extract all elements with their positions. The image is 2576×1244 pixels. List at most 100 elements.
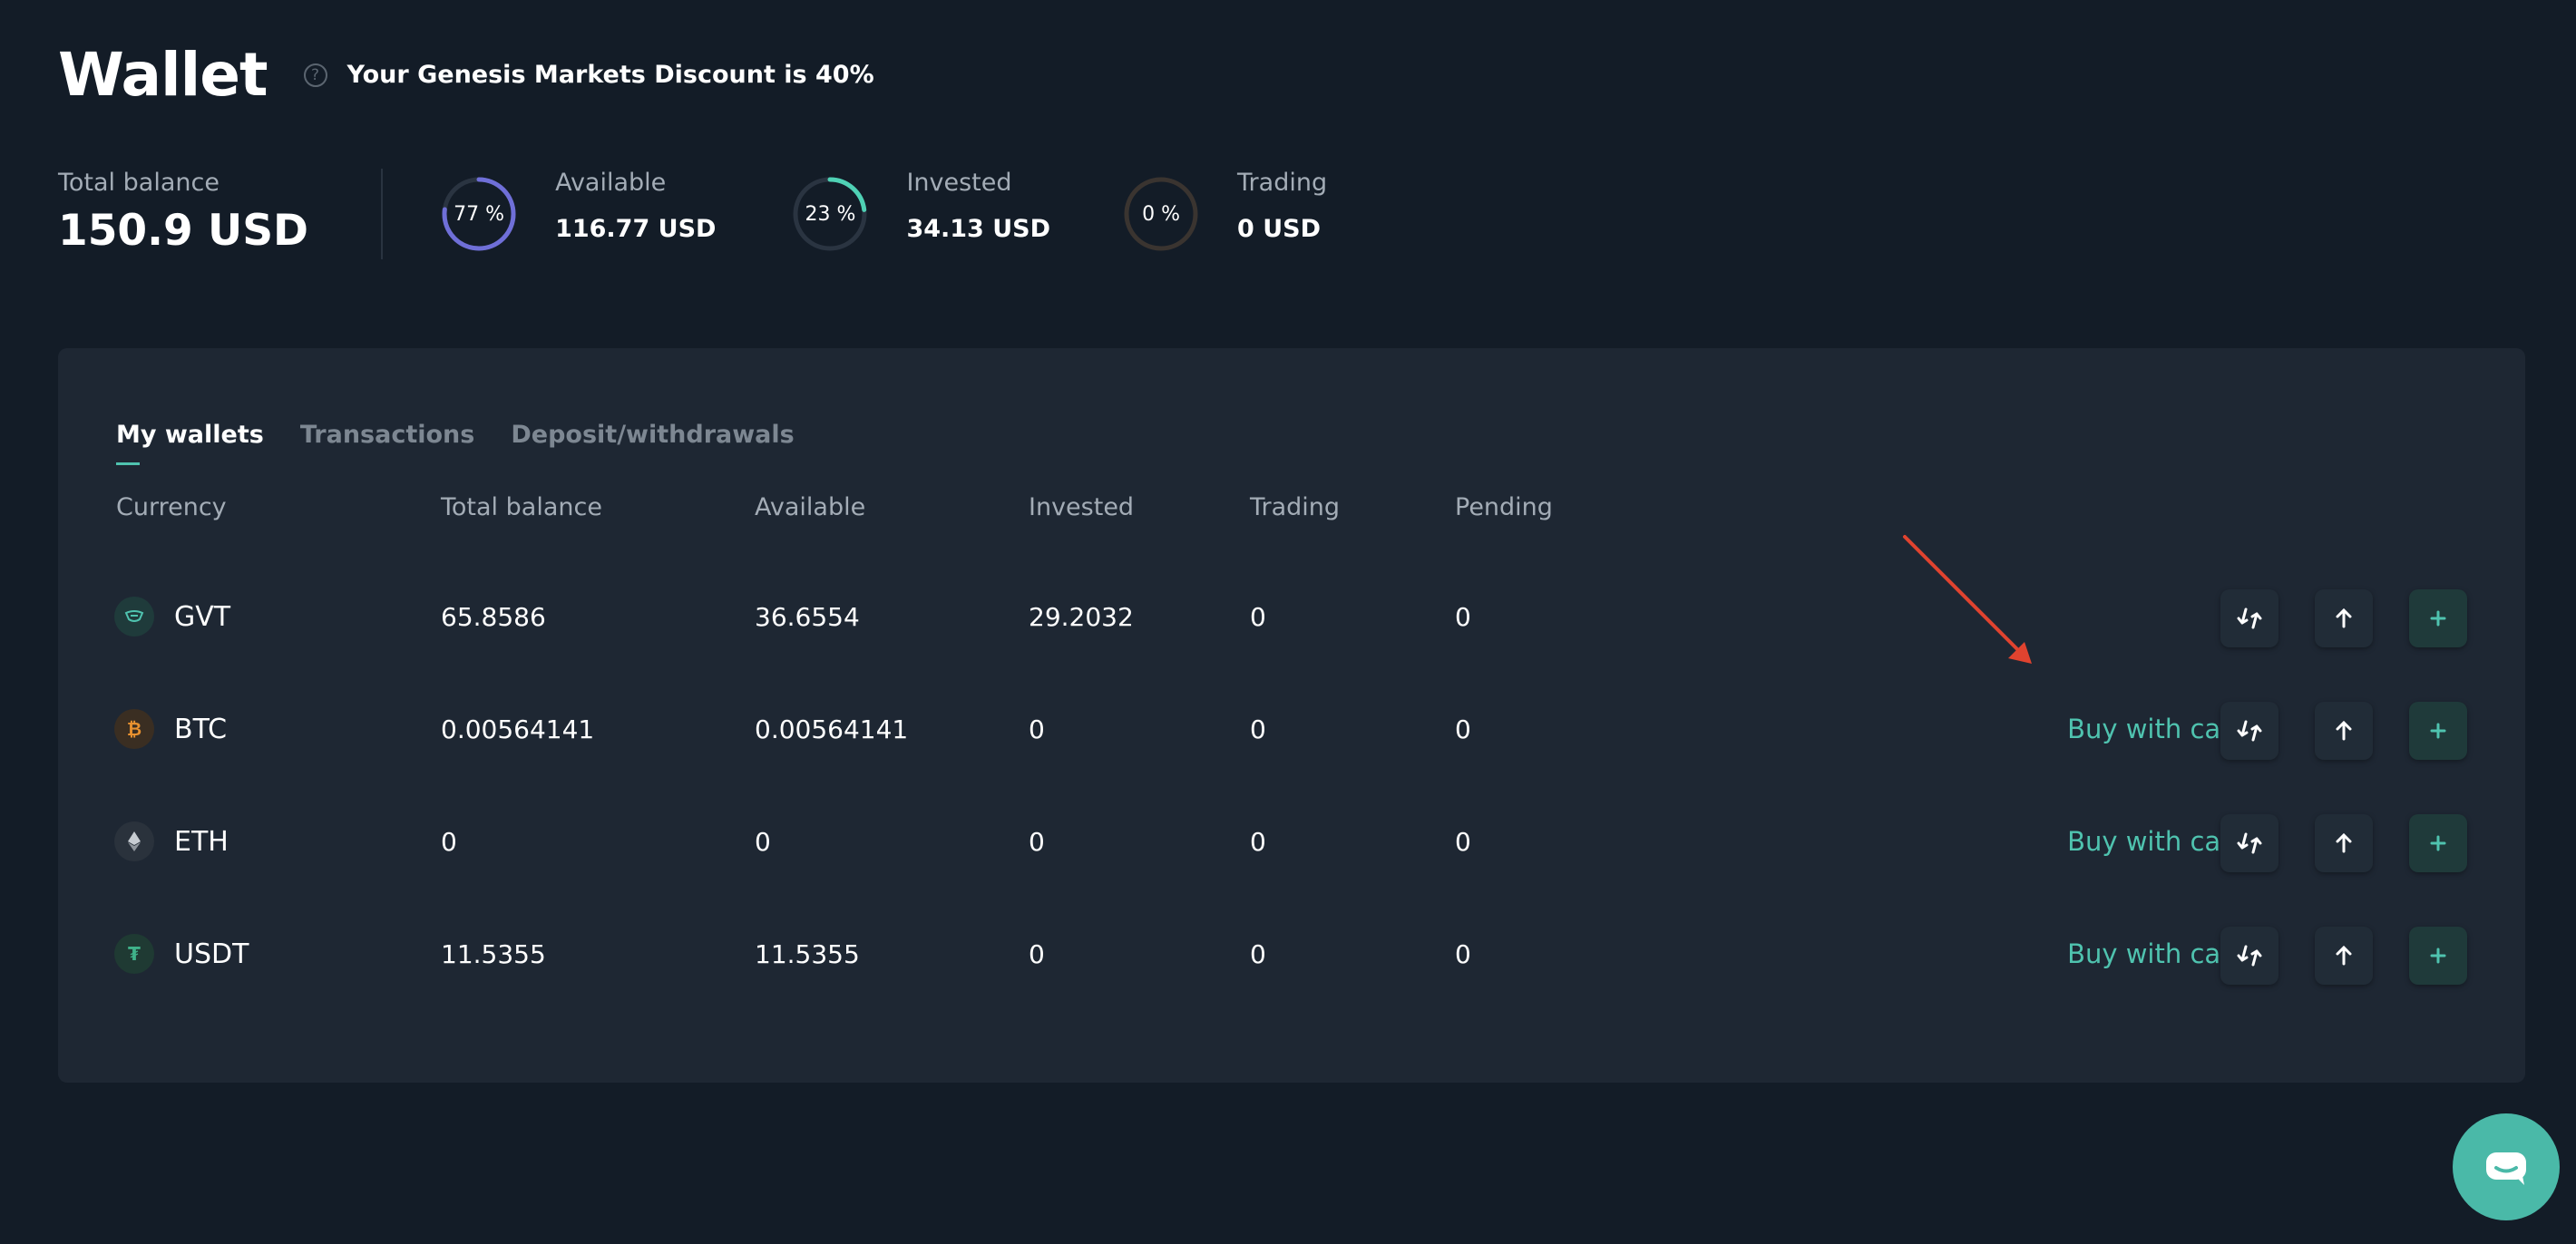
column-header-total-balance[interactable]: Total balance (441, 493, 602, 521)
withdraw-button[interactable] (2315, 589, 2373, 647)
deposit-button[interactable] (2409, 927, 2467, 985)
total-balance-cell: 0.00564141 (441, 714, 595, 744)
buy-with-card-link[interactable] (2021, 589, 2248, 644)
invested-percent: 23 % (805, 202, 856, 226)
available-cell: 0.00564141 (755, 714, 909, 744)
pending-cell: 0 (1455, 938, 1471, 969)
invested-label: Invested (906, 169, 1012, 197)
transfer-icon (2237, 832, 2262, 854)
btc-icon: ₿ (114, 709, 154, 749)
tab-transactions[interactable]: Transactions (299, 421, 475, 449)
trading-percent: 0 % (1142, 202, 1180, 226)
total-balance-cell: 0 (441, 826, 457, 857)
invested-value: 34.13 USD (906, 215, 1051, 243)
transfer-icon (2237, 945, 2262, 967)
invested-ring: 23 % (792, 176, 868, 252)
total-balance-cell: 65.8586 (441, 601, 546, 632)
invested-cell: 0 (1029, 714, 1045, 744)
wallets-panel: My wallets Transactions Deposit/withdraw… (58, 348, 2525, 1083)
trading-cell: 0 (1250, 938, 1266, 969)
deposit-button[interactable] (2409, 589, 2467, 647)
usdt-icon: ₮ (114, 934, 154, 974)
currency-name: ETH (174, 825, 229, 858)
tab-deposit-withdrawals[interactable]: Deposit/withdrawals (511, 421, 795, 449)
help-icon[interactable]: ? (303, 63, 327, 87)
table-row: GVT 65.8586 36.6554 29.2032 0 0 (58, 589, 2525, 647)
stat-available: 77 % Available 116.77 USD (441, 169, 716, 252)
plus-icon (2430, 948, 2446, 964)
invested-cell: 0 (1029, 826, 1045, 857)
withdraw-button[interactable] (2315, 702, 2373, 760)
arrow-up-icon (2336, 720, 2352, 741)
total-balance-label: Total balance (58, 169, 220, 197)
withdraw-button[interactable] (2315, 814, 2373, 872)
column-header-available[interactable]: Available (755, 493, 866, 521)
trading-value: 0 USD (1237, 215, 1321, 243)
available-value: 116.77 USD (555, 215, 717, 243)
currency-name: BTC (174, 713, 228, 745)
stat-trading: 0 % Trading 0 USD (1123, 169, 1327, 252)
transfer-button[interactable] (2220, 702, 2278, 760)
table-row: ETH 0 0 0 0 0 Buy with card (58, 814, 2525, 872)
available-cell: 36.6554 (755, 601, 860, 632)
transfer-button[interactable] (2220, 589, 2278, 647)
column-header-trading[interactable]: Trading (1250, 493, 1341, 521)
header: Wallet ? Your Genesis Markets Discount i… (58, 40, 874, 110)
plus-icon (2430, 610, 2446, 627)
available-cell: 0 (755, 826, 771, 857)
arrow-up-icon (2336, 832, 2352, 853)
gvt-icon (114, 597, 154, 637)
wallet-tabs: My wallets Transactions Deposit/withdraw… (116, 421, 831, 465)
balance-summary: Total balance 150.9 USD 77 % Available 1… (58, 169, 1327, 259)
table-row: ₮ USDT 11.5355 11.5355 0 0 0 Buy with ca… (58, 927, 2525, 985)
trading-ring: 0 % (1123, 176, 1199, 252)
total-balance-cell: 11.5355 (441, 938, 546, 969)
trading-ring-chart (1124, 177, 1198, 251)
currency-name: USDT (174, 938, 249, 970)
pending-cell: 0 (1455, 714, 1471, 744)
invested-cell: 29.2032 (1029, 601, 1134, 632)
currency-name: GVT (174, 600, 231, 633)
invested-ring-chart (793, 177, 867, 251)
arrow-up-icon (2336, 607, 2352, 628)
stat-invested: 23 % Invested 34.13 USD (792, 169, 1050, 252)
total-balance-value: 150.9 USD (58, 206, 309, 256)
trading-cell: 0 (1250, 714, 1266, 744)
trading-cell: 0 (1250, 601, 1266, 632)
invested-cell: 0 (1029, 938, 1045, 969)
available-label: Available (555, 169, 667, 197)
transfer-button[interactable] (2220, 814, 2278, 872)
invested-ring-arc (793, 177, 867, 251)
table-row: ₿ BTC 0.00564141 0.00564141 0 0 0 Buy wi… (58, 702, 2525, 760)
withdraw-button[interactable] (2315, 927, 2373, 985)
discount-text: Your Genesis Markets Discount is 40% (346, 61, 874, 89)
transfer-button[interactable] (2220, 927, 2278, 985)
column-header-pending[interactable]: Pending (1455, 493, 1553, 521)
available-cell: 11.5355 (755, 938, 860, 969)
arrow-up-icon (2336, 945, 2352, 966)
available-ring-chart (442, 177, 516, 251)
available-percent: 77 % (454, 202, 505, 226)
transfer-icon (2237, 720, 2262, 742)
deposit-button[interactable] (2409, 702, 2467, 760)
chat-icon (2486, 1152, 2526, 1185)
summary-divider (381, 169, 384, 259)
trading-label: Trading (1237, 169, 1328, 197)
plus-icon (2430, 723, 2446, 739)
plus-icon (2430, 835, 2446, 851)
buy-with-card-link[interactable]: Buy with card (2067, 938, 2248, 969)
pending-cell: 0 (1455, 601, 1471, 632)
column-header-currency[interactable]: Currency (116, 493, 227, 521)
chat-support-button[interactable] (2453, 1113, 2560, 1220)
buy-with-card-link[interactable]: Buy with card (2067, 826, 2248, 857)
total-balance: Total balance 150.9 USD (58, 169, 308, 256)
available-ring: 77 % (441, 176, 517, 252)
available-ring-arc (442, 177, 516, 251)
buy-with-card-link[interactable]: Buy with card (2067, 714, 2248, 744)
trading-cell: 0 (1250, 826, 1266, 857)
tab-my-wallets[interactable]: My wallets (116, 421, 264, 465)
deposit-button[interactable] (2409, 814, 2467, 872)
pending-cell: 0 (1455, 826, 1471, 857)
column-header-invested[interactable]: Invested (1029, 493, 1135, 521)
eth-icon (114, 821, 154, 861)
